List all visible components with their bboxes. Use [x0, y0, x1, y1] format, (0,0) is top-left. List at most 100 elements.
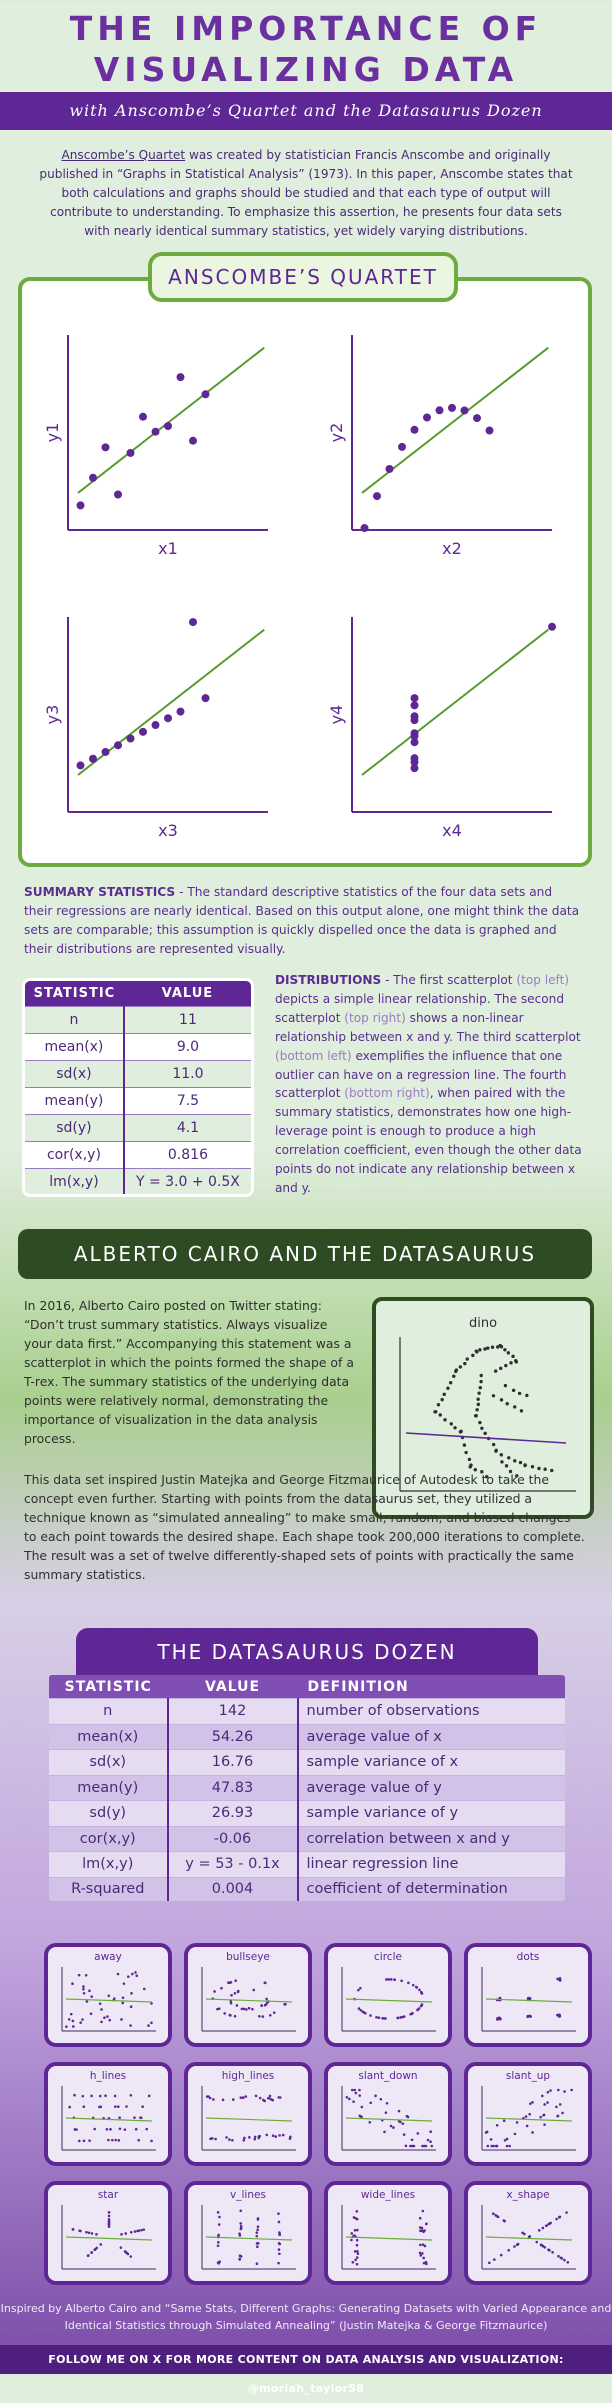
data-point — [240, 2007, 244, 2011]
data-point — [261, 2015, 265, 2018]
data-point — [399, 2016, 402, 2019]
data-point — [491, 2212, 495, 2216]
data-point — [406, 2115, 410, 2119]
data-point — [511, 1388, 516, 1393]
data-point — [238, 2234, 242, 2237]
data-point — [529, 2102, 532, 2105]
data-point — [385, 464, 394, 473]
data-point — [543, 1467, 547, 1471]
data-point — [268, 2094, 272, 2098]
value-cell: y = 53 - 0.1x — [167, 1851, 299, 1877]
data-point — [505, 2144, 509, 2148]
data-point — [478, 1385, 482, 1390]
data-point — [256, 2245, 259, 2248]
value-cell: 26.93 — [167, 1800, 299, 1826]
data-point — [565, 2211, 568, 2214]
regression-line — [65, 1998, 153, 2003]
data-point — [205, 2095, 209, 2098]
data-point — [473, 1468, 477, 1472]
data-point — [258, 2014, 261, 2018]
data-point — [354, 2258, 357, 2262]
data-point — [125, 2251, 128, 2255]
data-point — [82, 2139, 86, 2143]
mini-scatter — [201, 2205, 296, 2270]
data-point — [176, 707, 185, 716]
data-point — [265, 1997, 268, 2001]
mini-scatter — [201, 2086, 296, 2151]
data-point — [116, 1972, 120, 1976]
data-point — [503, 2139, 507, 2142]
data-point — [486, 1346, 490, 1350]
table-row: n 142 number of observations — [49, 1698, 565, 1724]
data-point — [137, 2138, 140, 2142]
data-point — [505, 2137, 509, 2141]
data-point — [400, 1979, 403, 1983]
data-point — [88, 1989, 91, 1993]
data-point — [139, 2116, 143, 2120]
stat-header: STATISTIC — [25, 981, 124, 1007]
data-point — [525, 1393, 529, 1398]
data-point — [145, 2127, 148, 2131]
data-point — [393, 1978, 397, 1981]
data-point — [345, 2095, 349, 2099]
data-point — [499, 1398, 504, 1402]
data-point — [353, 2088, 357, 2092]
table-row: lm(x,y) y = 53 - 0.1x linear regression li… — [49, 1851, 565, 1877]
data-point — [103, 2016, 106, 2019]
mini-scatter — [481, 2205, 576, 2270]
data-point — [217, 2233, 220, 2237]
data-point — [502, 2119, 506, 2123]
data-point — [410, 425, 419, 434]
data-point — [242, 2007, 246, 2011]
data-point — [260, 2004, 263, 2007]
mini-plot-label: wide_lines — [360, 2189, 416, 2201]
data-point — [493, 1369, 498, 1373]
data-point — [503, 1383, 508, 1388]
data-point — [129, 2255, 133, 2258]
value-cell: 9.0 — [123, 1033, 251, 1061]
dist-pos-4: (bottom right) — [344, 1086, 430, 1101]
mini-plot-label: slant_up — [505, 2070, 551, 2082]
data-point — [537, 2229, 541, 2232]
scatter-svg: x1 y1 — [43, 335, 268, 558]
data-point — [234, 1979, 237, 1982]
data-point — [129, 2231, 133, 2234]
data-point — [419, 2254, 423, 2257]
data-point — [462, 1443, 467, 1447]
cairo-paragraph-2: This data set inspired Justin Matejka an… — [24, 1472, 585, 1582]
data-point — [84, 1973, 88, 1977]
intro-paragraph: Anscombe’s Quartet was created by statis… — [36, 146, 576, 241]
data-point — [107, 2211, 111, 2214]
data-point — [71, 2228, 75, 2231]
data-point — [263, 2003, 267, 2007]
data-point — [559, 2256, 563, 2260]
data-point — [81, 2094, 85, 2098]
data-point — [374, 2094, 377, 2098]
data-point — [107, 1994, 111, 1998]
regression-line — [345, 2117, 433, 2122]
data-point — [387, 1978, 391, 1981]
data-point — [164, 422, 172, 431]
table-row: cor(x,y) -0.06 correlation between x and y — [49, 1825, 565, 1852]
data-point — [125, 2105, 128, 2108]
data-point — [411, 1983, 415, 1987]
data-point — [377, 2016, 381, 2020]
data-point — [504, 1464, 509, 1468]
data-point — [71, 1982, 74, 1986]
data-point — [416, 2008, 420, 2012]
data-point — [353, 2250, 357, 2253]
data-point — [256, 2242, 260, 2245]
mini-plot-star: star — [44, 2181, 172, 2285]
data-point — [468, 1465, 472, 1469]
data-point — [551, 2251, 554, 2254]
summary-text: - The standard descriptive statistics of… — [24, 885, 580, 956]
data-point — [116, 2105, 120, 2109]
scatter-svg: x3 y3 — [43, 617, 268, 840]
data-point — [356, 2228, 359, 2232]
dino-label: dino — [469, 1316, 497, 1331]
data-point — [256, 2225, 260, 2229]
data-point — [239, 2096, 243, 2099]
data-point — [364, 2011, 367, 2015]
data-point — [475, 1408, 479, 1412]
data-point — [556, 2114, 559, 2118]
